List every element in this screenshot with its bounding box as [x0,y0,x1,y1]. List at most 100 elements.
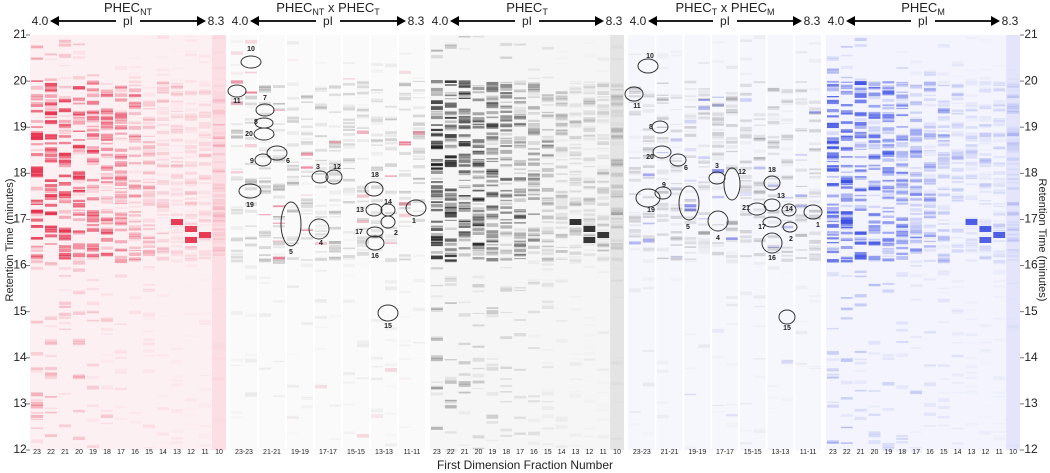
band [514,116,526,120]
band [431,143,443,147]
band [115,176,127,181]
band [171,93,183,96]
band [951,243,964,247]
fraction-label: 10 [1009,449,1017,456]
band [868,220,881,224]
band [629,224,641,227]
band [868,155,881,160]
band [795,232,808,235]
band [59,196,71,199]
band [273,108,285,110]
band [882,144,895,147]
band [642,140,655,142]
band [1007,141,1019,145]
band [514,368,526,371]
band [827,58,839,61]
band [827,327,839,330]
band [87,81,99,85]
band [143,342,155,346]
band [840,358,853,362]
spot-label: 8 [254,119,258,126]
band [827,68,839,71]
band [357,86,369,90]
band [924,211,936,214]
band [115,373,127,374]
band [31,213,43,217]
band [45,212,57,216]
band [868,180,881,183]
band [698,252,710,254]
band [343,187,355,192]
band [199,236,211,241]
band [413,158,425,160]
band [924,199,936,203]
band [343,78,355,80]
band [597,202,609,205]
band [827,96,839,98]
band [129,249,141,252]
band [385,443,397,447]
band [31,126,43,128]
band [500,202,513,206]
band [185,210,197,212]
band [569,198,582,203]
band [528,89,540,93]
band [500,177,513,181]
band [371,212,383,215]
band [882,357,895,361]
band [315,185,327,188]
band [73,147,85,151]
band [570,176,582,180]
band [157,406,169,411]
band [458,221,471,225]
band [431,105,443,110]
band [287,384,299,388]
band [87,228,99,232]
band [59,251,71,253]
band [781,134,794,139]
band [45,135,57,140]
band [629,178,641,182]
band [840,380,853,385]
band [287,58,299,62]
band [472,224,485,227]
band [514,144,526,149]
band [129,125,141,130]
band [840,426,853,429]
panel-title: PHECT [506,0,548,17]
band [199,375,211,376]
band [966,37,978,39]
band [555,173,568,176]
title-subscript: T [712,7,718,17]
band [273,188,285,192]
band [458,143,471,147]
band [413,307,425,312]
band [1007,282,1019,285]
band [597,409,609,412]
band [896,103,909,106]
band [500,194,513,196]
band [143,266,155,268]
band [143,249,155,253]
pi-label: pI [522,14,532,28]
band [924,82,936,85]
band [965,174,978,177]
band [185,252,197,255]
band [486,97,499,101]
band [1007,145,1019,150]
band [500,250,513,253]
band [555,226,568,229]
band [896,272,909,275]
band [357,139,369,143]
band [129,105,141,108]
panel-edge-strip [212,35,226,450]
band [157,239,169,243]
band [979,431,991,435]
band [840,84,853,88]
band [431,295,443,298]
band [315,88,327,92]
band [541,305,554,310]
band [854,256,867,260]
band [629,157,641,159]
